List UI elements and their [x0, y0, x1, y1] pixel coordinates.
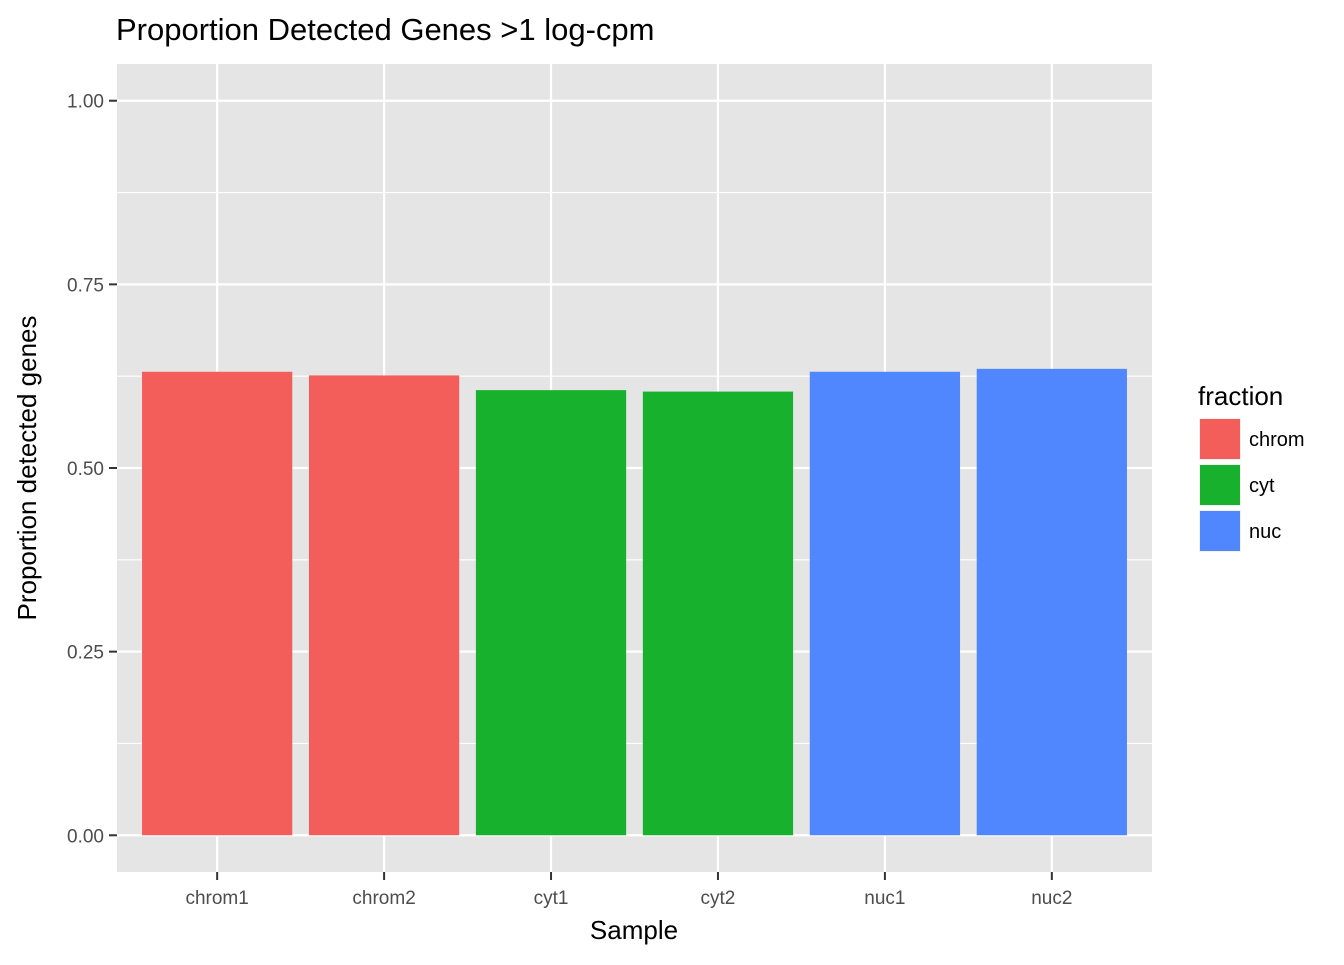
- bars: [142, 368, 1127, 836]
- x-tick-label: chrom2: [352, 888, 415, 909]
- y-axis: 0.00 0.25 0.50 0.75 1.00: [67, 92, 117, 847]
- legend-key-nuc: [1200, 511, 1240, 551]
- y-tick-label: 1.00: [67, 92, 104, 113]
- x-tick-label: nuc2: [1031, 888, 1072, 909]
- legend-title: fraction: [1198, 381, 1283, 411]
- x-axis: chrom1 chrom2 cyt1 cyt2 nuc1 nuc2: [185, 872, 1072, 909]
- bar-nuc2: [976, 368, 1127, 836]
- legend: fraction chrom cyt nuc: [1198, 381, 1305, 552]
- legend-label-chrom: chrom: [1249, 429, 1305, 451]
- legend-entries: chrom cyt nuc: [1199, 418, 1305, 552]
- bar-nuc1: [809, 371, 961, 836]
- bar-chrom2: [308, 375, 460, 836]
- y-tick-label: 0.00: [67, 826, 104, 847]
- x-tick-label: cyt2: [701, 888, 736, 909]
- x-axis-label: Sample: [590, 915, 678, 945]
- y-axis-label: Proportion detected genes: [12, 316, 42, 621]
- y-tick-label: 0.25: [67, 643, 104, 664]
- bar-cyt2: [642, 391, 794, 836]
- y-tick-label: 0.50: [67, 459, 104, 480]
- x-tick-label: nuc1: [864, 888, 905, 909]
- chart-title: Proportion Detected Genes >1 log-cpm: [116, 12, 655, 47]
- legend-label-cyt: cyt: [1249, 475, 1275, 497]
- x-tick-label: cyt1: [534, 888, 569, 909]
- x-tick-label: chrom1: [185, 888, 248, 909]
- y-tick-label: 0.75: [67, 275, 104, 296]
- legend-key-cyt: [1200, 465, 1240, 505]
- legend-label-nuc: nuc: [1249, 521, 1281, 543]
- bar-chrom1: [142, 371, 293, 836]
- bar-cyt1: [475, 390, 627, 836]
- legend-key-chrom: [1200, 419, 1240, 459]
